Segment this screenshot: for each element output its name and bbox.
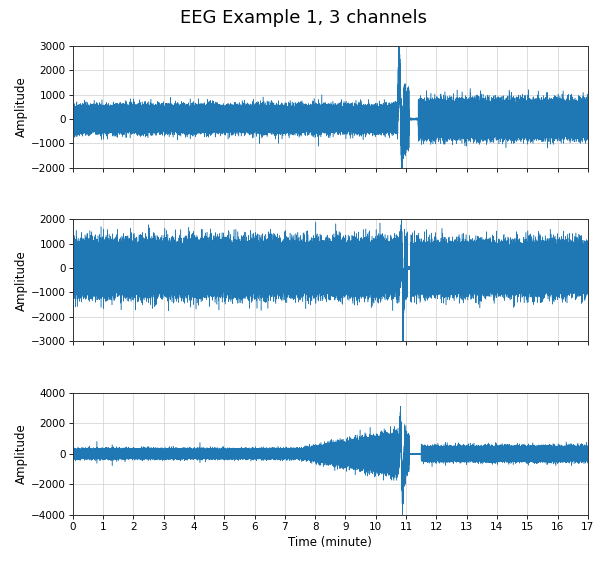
Y-axis label: Amplitude: Amplitude	[15, 77, 28, 137]
Text: EEG Example 1, 3 channels: EEG Example 1, 3 channels	[179, 9, 427, 26]
Y-axis label: Amplitude: Amplitude	[15, 423, 28, 484]
Y-axis label: Amplitude: Amplitude	[15, 250, 28, 311]
X-axis label: Time (minute): Time (minute)	[288, 536, 372, 549]
